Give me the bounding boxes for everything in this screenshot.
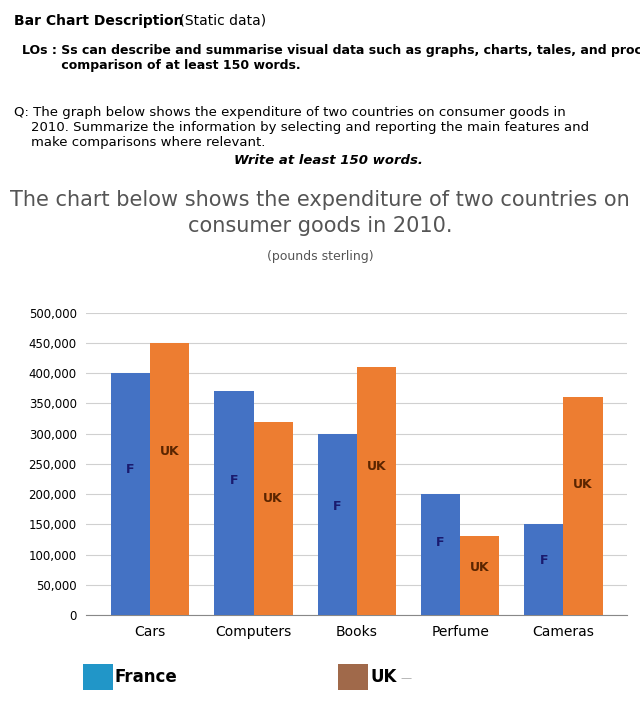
Text: Write at least 150 words.: Write at least 150 words. [234, 154, 423, 167]
Bar [150, 343, 189, 615]
Bar [357, 367, 396, 615]
Text: LOs : Ss can describe and summarise visual data such as graphs, charts, tales, a: LOs : Ss can describe and summarise visu… [22, 44, 640, 72]
Text: UK: UK [573, 478, 593, 491]
Text: Bar Chart Description: Bar Chart Description [14, 14, 184, 28]
Text: UK: UK [470, 562, 490, 574]
Text: The chart below shows the expenditure of two countries on
consumer goods in 2010: The chart below shows the expenditure of… [10, 190, 630, 236]
Text: —: — [400, 673, 411, 683]
Bar [460, 536, 499, 615]
Text: UK: UK [367, 460, 386, 473]
Bar [111, 373, 150, 615]
Text: F: F [230, 474, 238, 487]
Text: F: F [333, 500, 341, 513]
Text: UK: UK [263, 493, 283, 506]
Text: F: F [540, 554, 548, 567]
Text: (pounds sterling): (pounds sterling) [267, 250, 373, 263]
Bar [253, 422, 292, 615]
Bar [317, 434, 357, 615]
Bar [524, 525, 563, 615]
Text: France: France [115, 668, 178, 686]
Bar [563, 397, 603, 615]
Text: F: F [126, 464, 135, 476]
Bar [214, 391, 253, 615]
Bar [421, 494, 460, 615]
Text: (Static data): (Static data) [175, 14, 266, 28]
Text: UK: UK [160, 445, 180, 459]
Text: UK: UK [370, 668, 396, 686]
Text: Q: The graph below shows the expenditure of two countries on consumer goods in
 : Q: The graph below shows the expenditure… [14, 106, 589, 149]
Text: F: F [436, 536, 445, 549]
